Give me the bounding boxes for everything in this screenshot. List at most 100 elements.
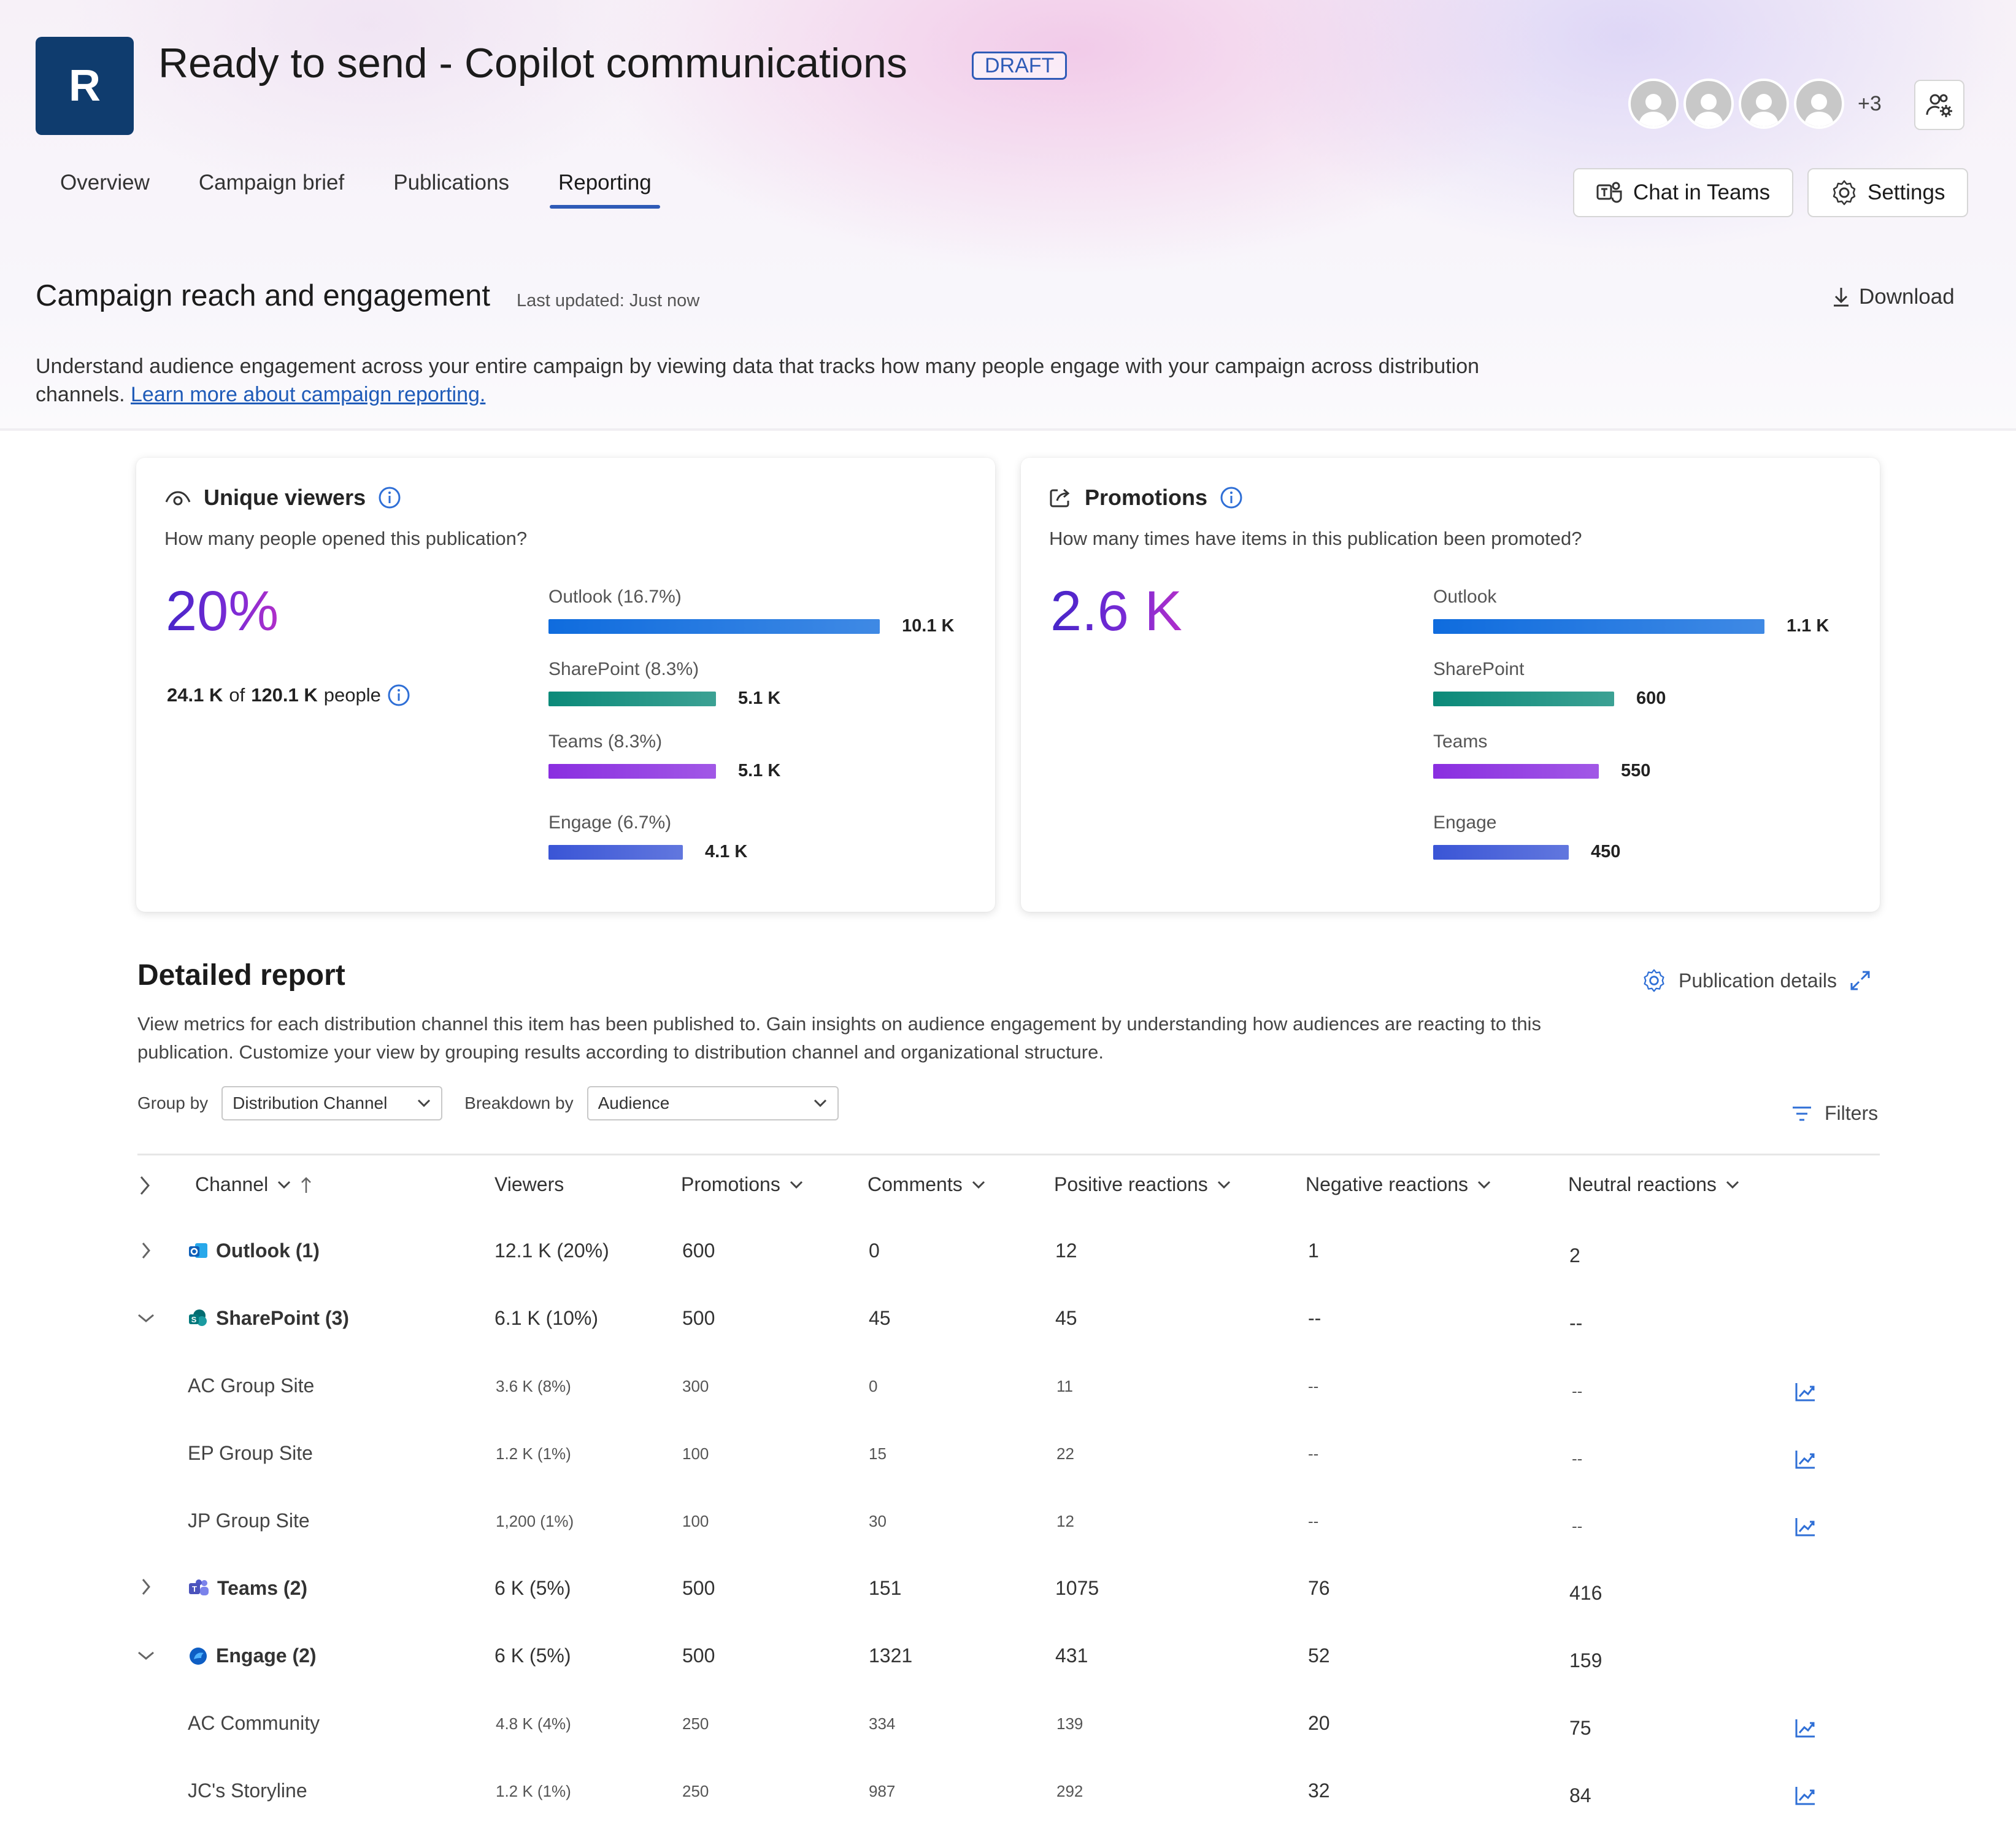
expand-all-chevron-icon[interactable] [137,1173,152,1198]
viewers-cell: 1.2 K (1%) [496,1444,571,1463]
tab-publications[interactable]: Publications [393,171,509,195]
trend-chart-icon[interactable] [1794,1448,1817,1470]
expand-chevron-icon[interactable] [140,1577,152,1597]
table-row-sharepoint[interactable]: S SharePoint (3) [188,1307,349,1330]
table-row-ep-group-site[interactable]: EP Group Site [188,1442,313,1464]
viewers-count: 24.1 K of 120.1 K people [167,684,410,707]
info-icon[interactable] [387,684,410,707]
expand-chevron-icon[interactable] [140,1241,152,1260]
group-by-dropdown[interactable]: Distribution Channel [221,1086,443,1120]
positive-reactions-cell: 12 [1055,1239,1077,1262]
info-icon[interactable] [1220,486,1243,509]
bar [1433,763,1599,779]
negative-reactions-cell: -- [1308,1377,1319,1395]
comments-cell: 1321 [869,1644,913,1667]
bar [548,763,716,779]
channel-name: SharePoint (3) [216,1307,349,1329]
viewers-cell: 12.1 K (20%) [494,1239,609,1262]
manage-members-button[interactable] [1914,80,1964,130]
group-by-value: Distribution Channel [233,1093,388,1112]
info-icon[interactable] [378,486,401,509]
bar-label: Engage (6.7%) [548,812,672,833]
table-row-ac-group-site[interactable]: AC Group Site [188,1374,315,1397]
group-by-label: Group by [137,1093,209,1112]
column-header-channel[interactable]: Channel [195,1173,312,1196]
card-title: Unique viewers [204,485,366,510]
publication-details-button[interactable]: Publication details [1642,968,1871,993]
column-header-neutral-reactions[interactable]: Neutral reactions [1568,1173,1740,1196]
table-row-engage[interactable]: Engage (2) [188,1644,317,1667]
bar [548,691,716,706]
viewers-total-value: 120.1 K [251,684,318,706]
more-members-count[interactable]: +3 [1858,91,1882,115]
promotions-cell: 250 [682,1782,709,1800]
avatar[interactable] [1739,79,1789,129]
filters-button[interactable]: Filters [1791,1102,1878,1125]
tab-campaign-brief[interactable]: Campaign brief [198,171,345,195]
share-icon [1050,488,1070,507]
table-row-ac-community[interactable]: AC Community [188,1712,320,1734]
app-icon: R [36,37,134,135]
expand-icon[interactable] [1849,970,1871,992]
column-header-viewers[interactable]: Viewers [494,1173,564,1196]
tab-overview[interactable]: Overview [60,171,150,195]
download-button[interactable]: Download [1832,285,1955,309]
avatar[interactable] [1628,79,1679,129]
settings-button[interactable]: Settings [1807,168,1969,217]
card-header: Promotions [1049,485,1243,511]
bar-label: Teams [1433,731,1488,752]
collapse-chevron-icon[interactable] [136,1312,156,1324]
negative-reactions-cell: 52 [1308,1644,1330,1667]
detailed-report-title: Detailed report [137,959,345,992]
positive-reactions-cell: 431 [1055,1644,1088,1667]
collapse-chevron-icon[interactable] [136,1649,156,1662]
promotions-cell: 500 [682,1577,715,1599]
avatar[interactable] [1794,79,1844,129]
promotions-cell: 500 [682,1307,715,1329]
column-header-positive-reactions[interactable]: Positive reactions [1054,1173,1231,1196]
bar [1433,619,1764,634]
column-label: Negative reactions [1306,1173,1469,1195]
breakdown-by-label: Breakdown by [464,1093,574,1112]
trend-chart-icon[interactable] [1794,1516,1817,1538]
table-row-outlook[interactable]: Outlook (1) [188,1239,320,1262]
member-avatars[interactable]: +3 [1628,79,1882,129]
people-settings-icon [1926,94,1952,117]
column-label: Viewers [494,1173,564,1195]
table-row-jcs-storyline[interactable]: JC's Storyline [188,1779,307,1802]
bar-label: Engage [1433,812,1497,833]
trend-chart-icon[interactable] [1794,1784,1817,1806]
eye-icon [165,491,191,506]
bar-label: Teams (8.3%) [548,731,663,752]
column-header-comments[interactable]: Comments [868,1173,986,1196]
viewers-cell: 1,200 (1%) [496,1512,574,1530]
trend-chart-icon[interactable] [1794,1717,1817,1739]
bar [548,619,880,634]
avatar[interactable] [1683,79,1734,129]
comments-cell: 30 [869,1512,887,1530]
people-word: people [323,684,381,706]
learn-more-link[interactable]: Learn more about campaign reporting. [131,383,486,406]
promotions-cell: 100 [682,1512,709,1530]
trend-chart-icon[interactable] [1794,1381,1817,1403]
breakdown-by-dropdown[interactable]: Audience [587,1086,839,1120]
status-badge: DRAFT [972,52,1068,80]
chevron-down-icon [814,1099,826,1108]
positive-reactions-cell: 12 [1056,1512,1074,1530]
person-icon [1804,94,1834,126]
table-row-teams[interactable]: T Teams (2) [188,1577,307,1600]
bar [1433,691,1614,706]
column-header-negative-reactions[interactable]: Negative reactions [1306,1173,1491,1196]
of-word: of [229,684,245,706]
promotions-cell: 300 [682,1377,709,1395]
engage-icon [190,1647,207,1665]
chevron-down-icon [418,1099,431,1108]
column-label: Neutral reactions [1568,1173,1717,1195]
chat-in-teams-button[interactable]: Chat in Teams [1573,168,1794,217]
column-header-promotions[interactable]: Promotions [681,1173,804,1196]
negative-reactions-cell: 1 [1308,1239,1319,1262]
table-row-jp-group-site[interactable]: JP Group Site [188,1509,310,1532]
chevron-down-icon [1726,1181,1739,1189]
tab-reporting[interactable]: Reporting [534,166,676,209]
viewers-cell: 4.8 K (4%) [496,1714,571,1733]
